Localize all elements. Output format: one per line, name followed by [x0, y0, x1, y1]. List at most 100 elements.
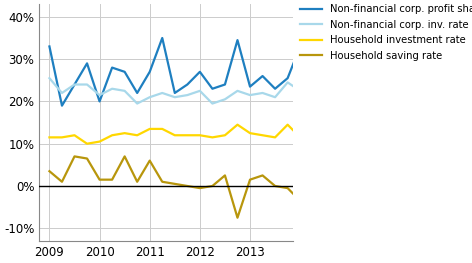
- Non-financial corp. inv. rate: [247, 94, 253, 97]
- Non-financial corp. inv. rate: [160, 91, 165, 94]
- Household saving rate: [147, 159, 152, 162]
- Non-financial corp. inv. rate: [185, 94, 190, 97]
- Household saving rate: [72, 155, 77, 158]
- Non-financial corp. profit share: [185, 83, 190, 86]
- Non-financial corp. inv. rate: [272, 96, 278, 99]
- Household investment rate: [122, 132, 127, 135]
- Household investment rate: [147, 127, 152, 130]
- Household investment rate: [97, 140, 102, 143]
- Non-financial corp. profit share: [322, 87, 328, 90]
- Household investment rate: [222, 134, 228, 137]
- Household investment rate: [310, 134, 315, 137]
- Non-financial corp. profit share: [197, 70, 202, 73]
- Non-financial corp. inv. rate: [97, 94, 102, 97]
- Household saving rate: [97, 178, 102, 181]
- Household saving rate: [322, 178, 328, 181]
- Line: Non-financial corp. profit share: Non-financial corp. profit share: [50, 38, 338, 106]
- Household saving rate: [172, 182, 177, 185]
- Household investment rate: [110, 134, 115, 137]
- Household saving rate: [47, 170, 52, 173]
- Non-financial corp. profit share: [147, 70, 152, 73]
- Household investment rate: [272, 136, 278, 139]
- Household investment rate: [185, 134, 190, 137]
- Non-financial corp. inv. rate: [297, 89, 303, 92]
- Non-financial corp. profit share: [247, 85, 253, 88]
- Non-financial corp. profit share: [135, 91, 140, 94]
- Household saving rate: [84, 157, 90, 160]
- Non-financial corp. inv. rate: [72, 83, 77, 86]
- Non-financial corp. inv. rate: [47, 77, 52, 80]
- Household investment rate: [47, 136, 52, 139]
- Household investment rate: [235, 123, 240, 126]
- Legend: Non-financial corp. profit share, Non-financial corp. inv. rate, Household inves: Non-financial corp. profit share, Non-fi…: [300, 4, 472, 61]
- Non-financial corp. profit share: [84, 62, 90, 65]
- Household investment rate: [72, 134, 77, 137]
- Non-financial corp. profit share: [72, 83, 77, 86]
- Household saving rate: [247, 178, 253, 181]
- Non-financial corp. inv. rate: [84, 83, 90, 86]
- Non-financial corp. inv. rate: [135, 102, 140, 105]
- Non-financial corp. profit share: [235, 39, 240, 42]
- Household saving rate: [185, 184, 190, 188]
- Non-financial corp. profit share: [172, 91, 177, 94]
- Non-financial corp. profit share: [122, 70, 127, 73]
- Non-financial corp. inv. rate: [59, 91, 65, 94]
- Line: Non-financial corp. inv. rate: Non-financial corp. inv. rate: [50, 78, 338, 104]
- Non-financial corp. profit share: [110, 66, 115, 69]
- Non-financial corp. profit share: [272, 87, 278, 90]
- Non-financial corp. inv. rate: [122, 89, 127, 92]
- Household investment rate: [172, 134, 177, 137]
- Non-financial corp. profit share: [160, 36, 165, 39]
- Non-financial corp. inv. rate: [172, 96, 177, 99]
- Household saving rate: [135, 180, 140, 183]
- Household saving rate: [235, 216, 240, 219]
- Non-financial corp. inv. rate: [310, 85, 315, 88]
- Non-financial corp. profit share: [97, 100, 102, 103]
- Household saving rate: [210, 184, 215, 188]
- Non-financial corp. inv. rate: [235, 89, 240, 92]
- Household investment rate: [84, 142, 90, 145]
- Household saving rate: [222, 174, 228, 177]
- Non-financial corp. inv. rate: [210, 102, 215, 105]
- Household saving rate: [297, 199, 303, 202]
- Household saving rate: [310, 197, 315, 200]
- Non-financial corp. inv. rate: [260, 91, 265, 94]
- Non-financial corp. inv. rate: [147, 96, 152, 99]
- Line: Household investment rate: Household investment rate: [50, 125, 338, 144]
- Household investment rate: [135, 134, 140, 137]
- Non-financial corp. profit share: [297, 45, 303, 48]
- Non-financial corp. profit share: [260, 74, 265, 78]
- Non-financial corp. profit share: [285, 77, 290, 80]
- Household investment rate: [210, 136, 215, 139]
- Non-financial corp. inv. rate: [222, 98, 228, 101]
- Household investment rate: [247, 132, 253, 135]
- Non-financial corp. profit share: [47, 45, 52, 48]
- Household saving rate: [110, 178, 115, 181]
- Household saving rate: [197, 186, 202, 190]
- Household investment rate: [322, 136, 328, 139]
- Household saving rate: [122, 155, 127, 158]
- Household investment rate: [59, 136, 65, 139]
- Non-financial corp. inv. rate: [322, 89, 328, 92]
- Non-financial corp. inv. rate: [335, 98, 341, 101]
- Household saving rate: [260, 174, 265, 177]
- Non-financial corp. profit share: [310, 39, 315, 42]
- Non-financial corp. profit share: [59, 104, 65, 107]
- Household saving rate: [335, 176, 341, 179]
- Household investment rate: [197, 134, 202, 137]
- Non-financial corp. profit share: [210, 87, 215, 90]
- Line: Household saving rate: Household saving rate: [50, 156, 338, 218]
- Household saving rate: [160, 180, 165, 183]
- Household investment rate: [260, 134, 265, 137]
- Household saving rate: [272, 184, 278, 188]
- Household saving rate: [59, 180, 65, 183]
- Non-financial corp. inv. rate: [110, 87, 115, 90]
- Household investment rate: [160, 127, 165, 130]
- Non-financial corp. inv. rate: [285, 81, 290, 84]
- Household investment rate: [335, 136, 341, 139]
- Non-financial corp. inv. rate: [197, 89, 202, 92]
- Non-financial corp. profit share: [222, 83, 228, 86]
- Non-financial corp. profit share: [335, 98, 341, 101]
- Household investment rate: [297, 136, 303, 139]
- Household investment rate: [285, 123, 290, 126]
